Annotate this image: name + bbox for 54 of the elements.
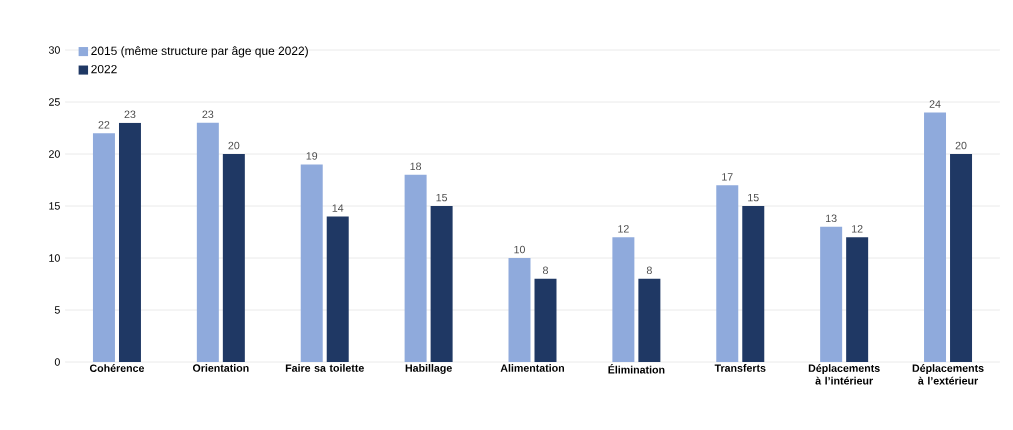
x-tick-label: Déplacements à l’intérieur xyxy=(808,364,880,385)
legend-label: 2022 xyxy=(91,64,117,74)
bar xyxy=(404,174,427,363)
x-tick-label: Alimentation xyxy=(500,364,565,372)
data-label: 19 xyxy=(306,152,318,160)
x-tick-label: Cohérence xyxy=(89,364,145,372)
data-label: 15 xyxy=(748,193,759,202)
legend-label: 2015 (même structure par âge que 2022) xyxy=(91,46,308,58)
bar xyxy=(950,154,973,363)
bar xyxy=(222,154,245,363)
bar xyxy=(326,216,349,363)
x-tick-label: Habillage xyxy=(405,364,452,374)
data-label: 12 xyxy=(852,225,863,233)
y-tick-label: 0 xyxy=(54,358,60,366)
data-label: 22 xyxy=(98,121,110,129)
y-tick-label: 10 xyxy=(49,254,60,262)
data-label: 23 xyxy=(124,110,136,119)
bar xyxy=(742,206,765,363)
x-tick-label: Déplacements à l’extérieur xyxy=(912,364,984,385)
bar xyxy=(846,237,869,363)
data-label: 14 xyxy=(332,204,344,212)
bar xyxy=(92,133,115,363)
bar xyxy=(508,258,531,363)
data-label: 12 xyxy=(618,225,629,233)
data-label: 10 xyxy=(514,245,525,254)
bar xyxy=(638,278,661,363)
bar xyxy=(716,185,739,363)
x-tick-label: Faire sa toilette xyxy=(285,364,364,372)
bar xyxy=(300,164,323,363)
bar xyxy=(118,122,141,363)
bar xyxy=(924,112,947,363)
x-tick-label: Élimination xyxy=(608,364,665,374)
y-tick-label: 15 xyxy=(49,202,60,210)
data-label: 17 xyxy=(722,173,733,181)
data-label: 24 xyxy=(929,100,941,108)
bar xyxy=(534,278,557,363)
bar xyxy=(820,226,843,363)
bar xyxy=(612,237,635,363)
data-label: 20 xyxy=(955,141,967,150)
y-tick-label: 5 xyxy=(54,306,60,314)
bar xyxy=(196,122,219,363)
data-label: 18 xyxy=(410,162,422,171)
x-tick-label: Orientation xyxy=(192,364,249,372)
data-label: 23 xyxy=(202,110,214,119)
data-label: 15 xyxy=(436,193,448,202)
data-label: 13 xyxy=(826,214,837,223)
data-label: 8 xyxy=(646,266,652,275)
x-tick-label: Transferts xyxy=(714,364,766,372)
data-label: 20 xyxy=(228,141,240,150)
y-tick-label: 20 xyxy=(49,150,60,158)
y-tick-label: 25 xyxy=(49,98,60,106)
data-label: 8 xyxy=(543,266,548,275)
bar xyxy=(430,206,453,363)
y-tick-label: 30 xyxy=(48,46,60,54)
